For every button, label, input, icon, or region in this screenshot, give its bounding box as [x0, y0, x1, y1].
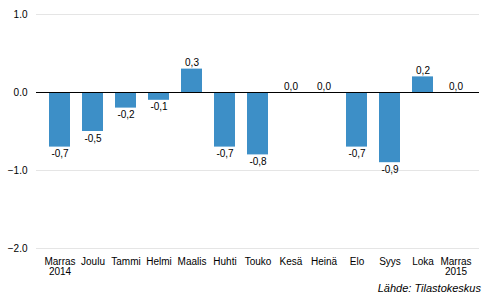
svg-text:0,2: 0,2: [416, 65, 430, 76]
svg-text:-0,5: -0,5: [84, 133, 102, 144]
svg-text:0,0: 0,0: [449, 81, 463, 92]
svg-text:−2.0: −2.0: [8, 243, 28, 254]
svg-text:0,3: 0,3: [185, 57, 199, 68]
svg-text:Maalis: Maalis: [178, 256, 207, 267]
svg-text:Elo: Elo: [350, 256, 365, 267]
svg-text:Marras2015: Marras2015: [440, 256, 471, 277]
svg-text:0,0: 0,0: [317, 81, 331, 92]
svg-text:Syys: Syys: [379, 256, 401, 267]
svg-text:-0,2: -0,2: [117, 109, 135, 120]
svg-text:-0,7: -0,7: [348, 148, 366, 159]
svg-text:Kesä: Kesä: [280, 256, 303, 267]
svg-text:Huhti: Huhti: [213, 256, 236, 267]
svg-text:−1.0: −1.0: [8, 165, 28, 176]
svg-text:Touko: Touko: [245, 256, 272, 267]
svg-text:Joulu: Joulu: [81, 256, 105, 267]
svg-text:0,0: 0,0: [284, 81, 298, 92]
html-text:Lähde: Tilastokeskus: Lähde: Tilastokeskus: [377, 282, 481, 294]
svg-text:-0,1: -0,1: [150, 101, 168, 112]
svg-text:Marras2014: Marras2014: [44, 256, 75, 277]
svg-text:Loka: Loka: [412, 256, 434, 267]
svg-text:-0,7: -0,7: [51, 148, 69, 159]
svg-text:Helmi: Helmi: [146, 256, 172, 267]
svg-text:Heinä: Heinä: [311, 256, 338, 267]
svg-text:-0,8: -0,8: [249, 156, 267, 167]
svg-text:-0,9: -0,9: [381, 164, 399, 175]
svg-text:1.0: 1.0: [14, 9, 28, 20]
svg-text:0.0: 0.0: [14, 87, 28, 98]
svg-text:Tammi: Tammi: [111, 256, 140, 267]
svg-text:-0,7: -0,7: [216, 148, 234, 159]
